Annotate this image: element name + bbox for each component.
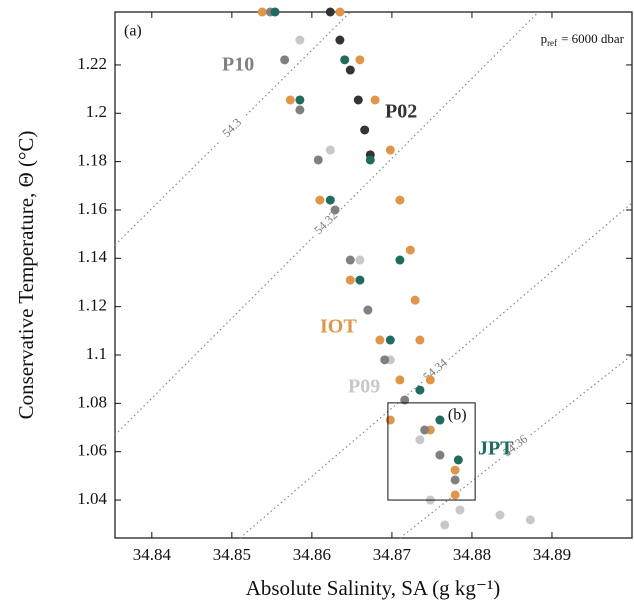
isopycnal-label-bg	[215, 111, 250, 146]
profile-point	[330, 205, 340, 215]
x-tick-label: 34.87	[373, 545, 412, 564]
profile-point	[345, 255, 355, 265]
profile-point	[385, 145, 395, 155]
profile-point	[360, 125, 370, 135]
profile-point	[415, 335, 425, 345]
series-label: P02	[385, 101, 417, 123]
profile-point	[345, 65, 355, 75]
profile-point	[455, 505, 465, 515]
profile-point	[415, 385, 425, 395]
profile-point	[345, 275, 355, 285]
y-tick-label: 1.04	[77, 489, 107, 508]
profile-point	[325, 195, 335, 205]
profile-point	[415, 435, 425, 445]
profile-point	[395, 375, 405, 385]
series-label: P09	[348, 376, 380, 398]
series-label: JPT	[478, 438, 514, 460]
x-tick-label: 34.85	[213, 545, 251, 564]
pressure-symbol: p	[541, 31, 548, 46]
profile-point	[335, 7, 345, 17]
profile-point	[257, 7, 267, 17]
profile-point	[440, 520, 450, 530]
y-tick-label: 1.18	[77, 151, 107, 170]
isopycnal	[114, 11, 351, 246]
profile-point	[450, 475, 460, 485]
y-tick-label: 1.06	[77, 441, 107, 460]
profile-point	[420, 425, 430, 435]
profile-point	[370, 95, 380, 105]
profile-point	[410, 295, 420, 305]
y-tick-label: 1.22	[77, 54, 107, 73]
profile-point	[435, 415, 445, 425]
profile-point	[495, 510, 505, 520]
isopycnal-label-bg	[498, 430, 534, 463]
x-tick-label: 34.84	[133, 545, 172, 564]
profile-point	[325, 145, 335, 155]
pressure-note: pref = 6000 dbar	[541, 31, 625, 48]
series-label: P10	[222, 54, 254, 76]
profile-point	[340, 55, 350, 65]
profile-point	[295, 95, 305, 105]
x-axis-label: Absolute Salinity, SA (g kg⁻¹)	[246, 576, 501, 600]
inset-box	[387, 402, 476, 501]
x-tick-label: 34.88	[453, 545, 491, 564]
profile-point	[355, 55, 365, 65]
profile-point	[395, 195, 405, 205]
profile-point	[395, 255, 405, 265]
profile-point	[325, 7, 335, 17]
profile-point	[453, 455, 463, 465]
isopycnal-label-bg	[309, 206, 344, 241]
profile-point	[353, 95, 363, 105]
profile-point	[313, 155, 323, 165]
pressure-subscript: ref	[547, 38, 557, 48]
y-tick-label: 1.12	[77, 296, 107, 315]
profile-point	[380, 355, 390, 365]
profile-point	[525, 515, 535, 525]
x-tick-label: 34.86	[293, 545, 331, 564]
profile-point	[285, 95, 295, 105]
y-axis-label: Conservative Temperature, Θ (°C)	[14, 131, 38, 420]
y-tick-label: 1.08	[77, 392, 107, 411]
y-tick-label: 1.16	[77, 199, 107, 218]
profile-point	[270, 7, 280, 17]
y-tick-label: 1.14	[77, 247, 107, 266]
profile-point	[435, 450, 445, 460]
profile-point	[335, 35, 345, 45]
inset-label: (b)	[448, 407, 467, 424]
profile-point	[385, 415, 395, 425]
pressure-text: = 6000 dbar	[561, 31, 625, 46]
profile-point	[315, 195, 325, 205]
profile-point	[355, 275, 365, 285]
profile-point	[405, 245, 415, 255]
profile-point	[355, 255, 365, 265]
profile-point	[425, 375, 435, 385]
plot-frame	[114, 11, 633, 539]
series-label: IOT	[320, 316, 357, 338]
profile-point	[365, 155, 375, 165]
isopycnal	[114, 11, 539, 436]
profile-point	[295, 105, 305, 115]
y-tick-label: 1.2	[86, 102, 107, 121]
profile-point	[385, 335, 395, 345]
profile-point	[280, 55, 290, 65]
profile-point	[400, 395, 410, 405]
x-tick-label: 34.89	[533, 545, 571, 564]
inset-label-bg	[445, 404, 472, 425]
profile-point	[450, 490, 460, 500]
profile-point	[295, 35, 305, 45]
profile-point	[363, 305, 373, 315]
profile-point	[450, 465, 460, 475]
panel-label: (a)	[124, 23, 142, 40]
y-tick-label: 1.1	[86, 344, 107, 363]
profile-point	[375, 335, 385, 345]
